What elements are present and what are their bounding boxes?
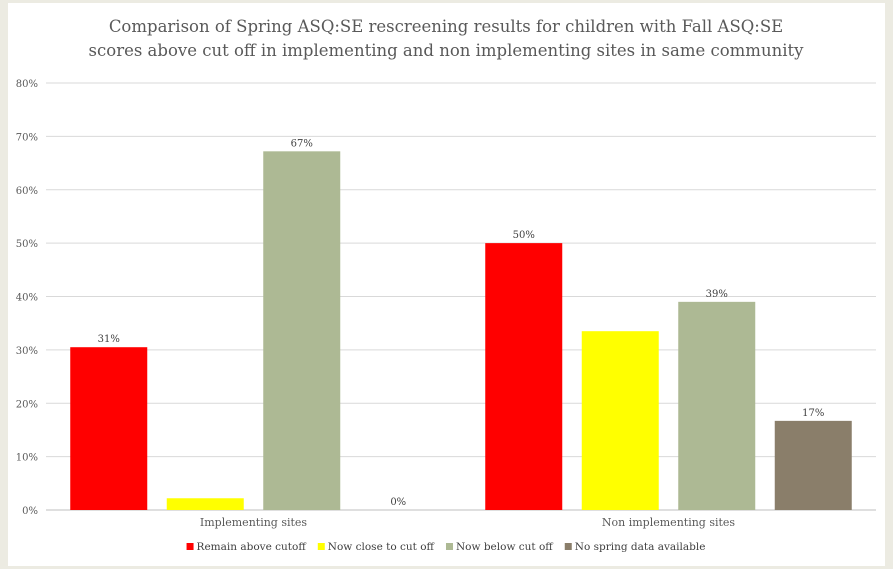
y-tick-label: 50% <box>16 239 38 250</box>
y-tick-label: 40% <box>16 293 38 304</box>
bar <box>70 347 148 510</box>
data-label: 0% <box>390 497 406 508</box>
legend-swatch <box>317 543 325 550</box>
chart-frame: Comparison of Spring ASQ:SE rescreening … <box>8 3 885 566</box>
legend-swatch <box>186 543 194 550</box>
bar <box>774 420 852 510</box>
y-axis: 0% 10% 20% 30% 40% 50% 60% 70% 80% <box>16 79 38 517</box>
legend-item: Now close to cut off <box>317 541 436 553</box>
legend-label: Now below cut off <box>456 541 554 553</box>
data-label: 39% <box>706 289 728 300</box>
bar-chart: Comparison of Spring ASQ:SE rescreening … <box>16 17 876 553</box>
y-tick-label: 0% <box>22 506 38 517</box>
chart-title-line-1: Comparison of Spring ASQ:SE rescreening … <box>109 17 783 36</box>
bar <box>485 243 563 510</box>
legend-swatch <box>445 543 453 550</box>
chart-title: Comparison of Spring ASQ:SE rescreening … <box>89 17 805 60</box>
data-label: 31% <box>98 334 120 345</box>
bar <box>581 331 659 510</box>
x-axis: Implementing sites Non implementing sites <box>200 516 736 529</box>
y-tick-label: 30% <box>16 346 38 357</box>
bar <box>166 498 244 510</box>
y-tick-label: 70% <box>16 132 38 143</box>
x-category-label: Non implementing sites <box>602 516 736 529</box>
bars: 31% 67% 0% 50% 39% 17% <box>70 138 852 510</box>
y-tick-label: 10% <box>16 453 38 464</box>
legend-label: Remain above cutoff <box>197 541 308 553</box>
y-tick-label: 80% <box>16 79 38 90</box>
chart-title-line-2: scores above cut off in implementing and… <box>89 41 805 60</box>
y-tick-label: 20% <box>16 399 38 410</box>
legend-item: Remain above cutoff <box>186 541 308 553</box>
data-label: 17% <box>802 408 824 419</box>
bar <box>263 151 341 510</box>
y-tick-label: 60% <box>16 186 38 197</box>
legend: Remain above cutoff Now close to cut off N… <box>186 541 706 553</box>
legend-item: Now below cut off <box>445 541 554 553</box>
legend-swatch <box>564 543 572 550</box>
data-label: 50% <box>513 230 535 241</box>
legend-label: Now close to cut off <box>328 541 436 553</box>
data-label: 67% <box>291 138 313 149</box>
gridlines <box>46 82 876 511</box>
legend-label: No spring data available <box>575 541 706 553</box>
bar <box>678 301 756 510</box>
x-category-label: Implementing sites <box>200 516 308 529</box>
legend-item: No spring data available <box>564 541 706 553</box>
